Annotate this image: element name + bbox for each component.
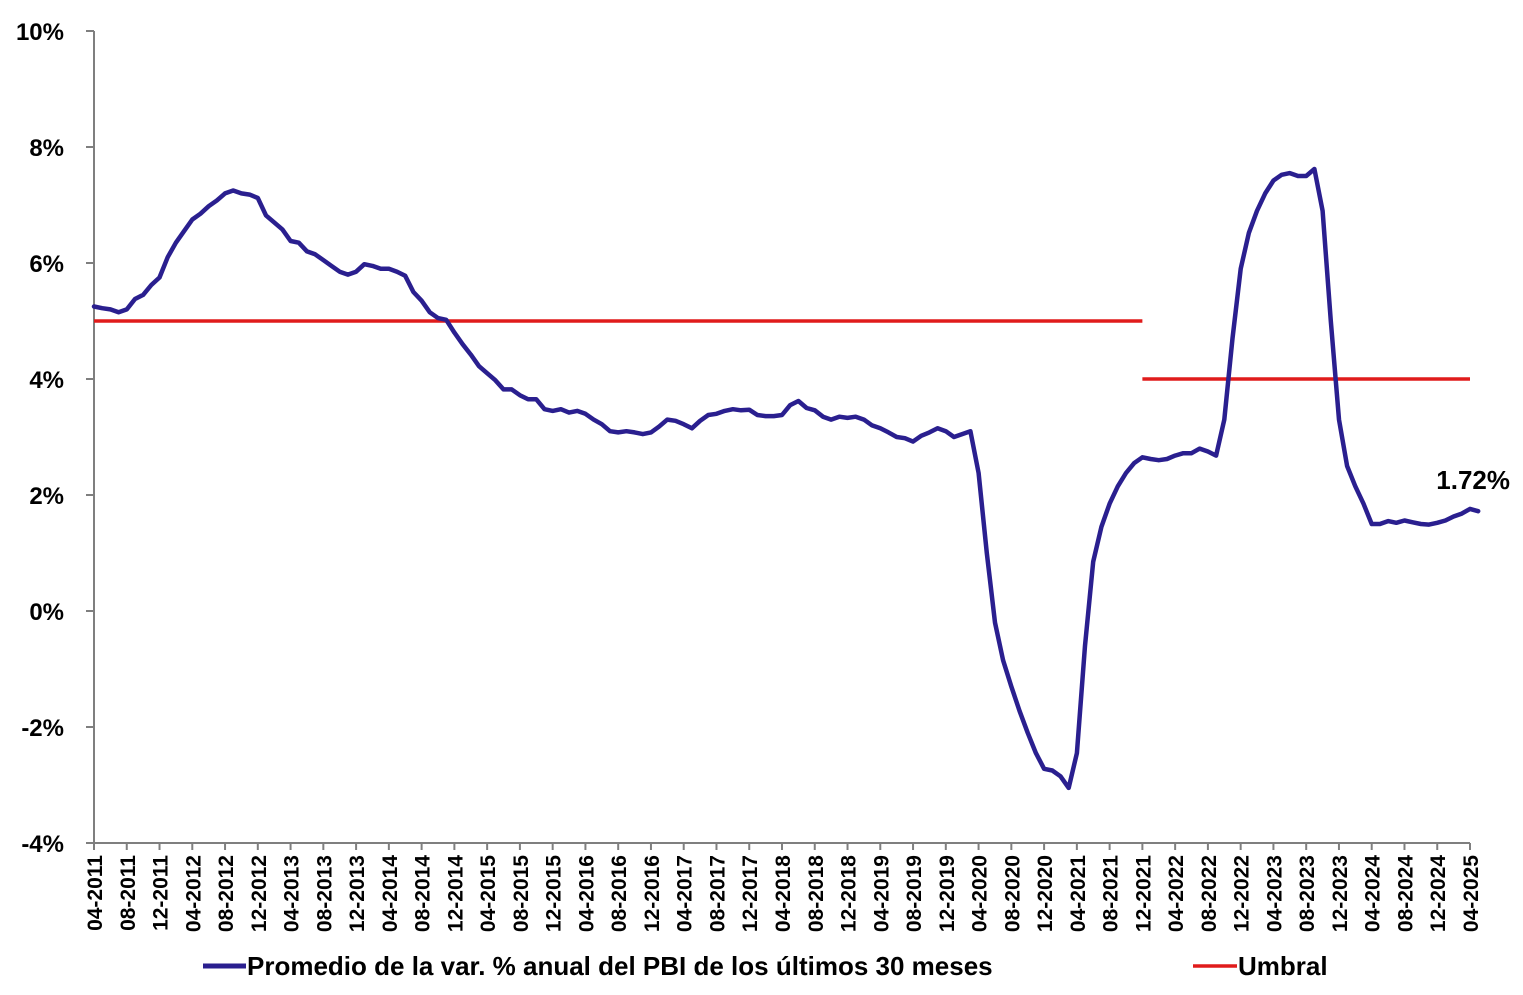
- x-tick-label: 12-2019: [936, 855, 959, 932]
- y-tick-label: 2%: [29, 483, 64, 510]
- series-line-promedio-pbi: [91, 166, 1481, 791]
- x-tick-label: 04-2012: [182, 855, 205, 932]
- x-tick-label: 08-2022: [1198, 855, 1221, 932]
- y-tick-label: 4%: [29, 367, 64, 394]
- x-tick-label: 12-2012: [248, 855, 271, 932]
- x-tick-label: 08-2017: [706, 855, 729, 932]
- x-tick-label: 08-2018: [805, 855, 828, 932]
- annotations: 1.72%: [1436, 465, 1510, 495]
- x-tick-label: 12-2013: [346, 855, 369, 932]
- x-tick-label: 08-2021: [1100, 855, 1123, 932]
- x-tick-label: 04-2013: [281, 855, 304, 932]
- legend: Promedio de la var. % anual del PBI de l…: [203, 951, 1328, 981]
- x-tick-label: 08-2013: [313, 855, 336, 932]
- x-tick-label: 04-2024: [1362, 855, 1385, 932]
- x-tick-label: 04-2011: [84, 855, 107, 931]
- x-tick-label: 04-2015: [477, 855, 500, 932]
- x-tick-label: 04-2021: [1067, 855, 1090, 932]
- x-tick-label: 08-2016: [608, 855, 631, 932]
- legend-label-umbral: Umbral: [1238, 951, 1328, 981]
- x-tick-label: 08-2011: [117, 855, 140, 931]
- x-tick-label: 08-2019: [903, 855, 926, 932]
- plot-area: [91, 166, 1481, 791]
- x-tick-label: 04-2022: [1165, 855, 1188, 932]
- x-tick-label: 08-2012: [215, 855, 238, 932]
- x-tick-label: 12-2011: [150, 855, 173, 931]
- last-value-label: 1.72%: [1436, 465, 1510, 495]
- x-tick-label: 12-2021: [1132, 855, 1155, 932]
- x-tick-label: 12-2017: [739, 855, 762, 932]
- y-tick-label: 10%: [16, 19, 64, 46]
- y-tick-label: 6%: [29, 251, 64, 278]
- x-tick-label: 12-2022: [1231, 855, 1254, 932]
- x-tick-label: 12-2024: [1427, 855, 1450, 932]
- x-tick-label: 08-2014: [412, 855, 435, 932]
- x-tick-label: 04-2020: [969, 855, 992, 932]
- x-tick-label: 04-2019: [870, 855, 893, 932]
- y-tick-label: 0%: [29, 599, 64, 626]
- x-tick-label: 12-2018: [838, 855, 861, 932]
- x-tick-label: 08-2024: [1394, 855, 1417, 932]
- x-tick-label: 08-2020: [1001, 855, 1024, 932]
- x-tick-label: 12-2016: [641, 855, 664, 932]
- x-tick-label: 12-2015: [543, 855, 566, 932]
- y-axis: -4% -2% 0% 2% 4% 6% 8% 10%: [16, 19, 95, 858]
- x-tick-label: 12-2023: [1329, 855, 1352, 932]
- legend-label-series-1: Promedio de la var. % anual del PBI de l…: [247, 951, 993, 981]
- x-tick-label: 04-2018: [772, 855, 795, 932]
- x-tick-label: 12-2020: [1034, 855, 1057, 932]
- x-tick-label: 04-2016: [575, 855, 598, 932]
- x-tick-label: 08-2023: [1296, 855, 1319, 932]
- x-tick-label: 04-2014: [379, 855, 402, 932]
- x-tick-label: 04-2023: [1263, 855, 1286, 932]
- x-tick-label: 08-2015: [510, 855, 533, 932]
- y-tick-label: -2%: [21, 715, 64, 742]
- y-tick-label: 8%: [29, 135, 64, 162]
- y-tick-label: -4%: [21, 831, 64, 858]
- x-tick-label: 12-2014: [444, 855, 467, 932]
- x-tick-label: 04-2017: [674, 855, 697, 932]
- x-axis: 04-2011 08-2011 12-2011 04-2012 08-2012 12-20…: [84, 842, 1483, 932]
- x-tick-label: 04-2025: [1460, 855, 1483, 932]
